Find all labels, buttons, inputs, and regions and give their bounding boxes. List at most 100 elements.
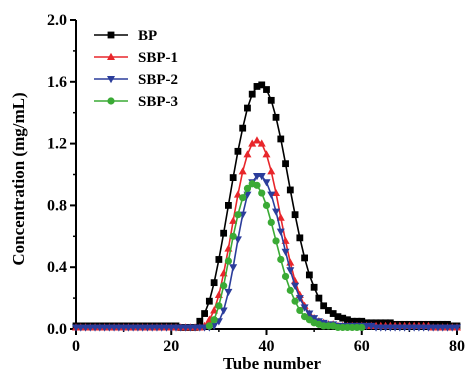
data-point [358,323,366,332]
data-point [220,229,228,237]
data-point [205,297,213,305]
legend-marker [107,76,115,84]
series-sbp-3 [205,180,366,332]
data-point [215,302,223,310]
data-point [239,194,247,202]
data-point [205,322,213,330]
legend-item-bp: BP [94,28,157,44]
data-point [248,90,256,98]
data-point [281,248,290,256]
data-point [276,228,285,236]
data-point [267,96,275,104]
data-point [210,279,218,287]
data-point [244,104,251,112]
data-point [334,313,342,321]
series-line [76,139,457,329]
y-tick-label: 0.0 [47,321,67,338]
data-point [277,135,285,143]
y-tick-label: 1.6 [47,74,67,91]
data-point [267,218,275,226]
x-tick-label: 80 [449,338,465,355]
legend-marker [107,97,115,105]
data-point [329,310,337,317]
data-point [291,282,300,290]
data-point [310,283,318,291]
data-point [267,167,276,175]
legend-item-sbp-3: SBP-3 [94,94,178,110]
data-point [272,113,280,121]
data-point [262,201,271,209]
data-point [277,255,285,264]
data-point [253,83,261,90]
data-point [243,150,252,158]
data-point [224,257,232,265]
data-point [453,324,461,332]
y-tick-label: 0.8 [47,197,67,214]
data-point [229,216,238,224]
data-point [272,237,280,245]
data-point [253,181,261,189]
data-point [272,208,281,216]
y-tick-label: 0.4 [47,259,67,276]
data-point [201,310,208,317]
data-point [286,186,294,194]
data-point [344,316,351,324]
data-point [220,282,228,290]
data-point [291,211,299,219]
data-point [258,189,266,197]
data-point [238,167,247,175]
data-point [310,315,319,323]
data-point [225,202,232,209]
y-axis-title: Concentration (mg/mL) [9,92,28,265]
data-point [353,317,361,325]
data-point [291,297,299,305]
series-layer [72,81,461,332]
data-point [257,173,266,181]
data-point [258,81,266,89]
data-point [239,124,247,132]
legend: BP SBP-1 SBP-2 SBP-3 [94,28,178,110]
data-point [267,191,276,199]
data-point [348,317,356,325]
series-sbp-1 [72,136,461,331]
series-sbp-2 [72,173,461,332]
x-tick-label: 0 [72,338,80,355]
data-point [301,254,308,262]
data-point [300,304,309,312]
data-point [305,310,314,318]
data-point [281,272,290,281]
plot-area: 0 20 40 60 80 0.0 0.4 0.8 1.2 1.6 2.0 [47,12,465,355]
data-point [219,307,228,315]
legend-label: BP [138,28,157,44]
data-point [234,211,242,219]
data-point [286,267,295,275]
legend-label: SBP-2 [138,72,178,88]
data-point [262,179,271,187]
data-point [295,295,304,303]
x-axis-title: Tube number [223,354,322,373]
data-point [291,276,300,285]
series-line [76,175,457,329]
data-point [248,139,257,147]
legend-label: SBP-1 [138,50,178,66]
legend-marker [107,31,115,39]
x-tick-label: 60 [354,338,370,355]
data-point [320,302,328,310]
data-point [229,264,238,272]
data-point [272,188,281,197]
data-point [196,317,204,325]
data-point [325,307,332,314]
y-tick-label: 2.0 [47,12,67,29]
data-point [276,213,285,221]
y-tick-label: 1.2 [47,136,67,153]
data-point [252,136,261,144]
legend-item-sbp-2: SBP-2 [94,72,178,88]
data-point [234,147,242,155]
data-point [296,306,304,315]
data-point [257,139,266,147]
data-point [286,286,294,294]
legend-item-sbp-1: SBP-1 [94,50,178,66]
data-point [282,160,289,168]
data-point [210,316,218,324]
